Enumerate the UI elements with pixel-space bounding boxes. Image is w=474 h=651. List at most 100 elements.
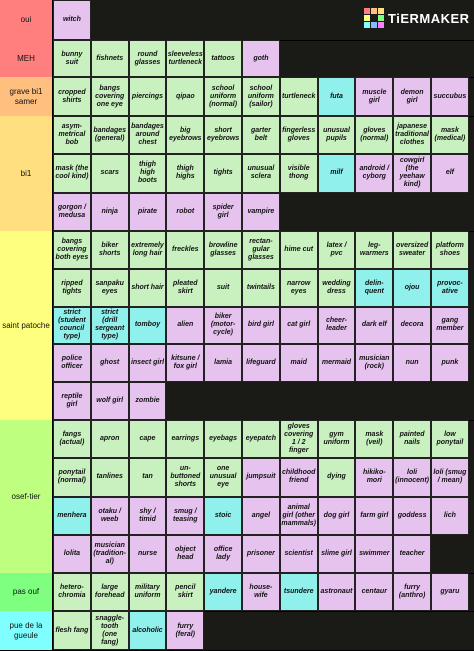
tier-label[interactable]: grave bi1 samer: [0, 77, 53, 116]
tier-item[interactable]: shy / timid: [128, 496, 167, 535]
tier-item[interactable]: hetero-chromia: [53, 573, 91, 611]
tier-item[interactable]: bangs covering both eyes: [53, 231, 91, 269]
tier-item[interactable]: twintails: [242, 268, 280, 307]
tier-item[interactable]: pencil skirt: [166, 573, 205, 611]
tier-item[interactable]: gang member: [431, 306, 469, 345]
tier-item[interactable]: nun: [393, 344, 431, 383]
tier-item[interactable]: prisoner: [242, 534, 280, 573]
tier-item[interactable]: succubus: [431, 77, 469, 116]
tier-item[interactable]: vampire: [242, 192, 280, 231]
tier-label[interactable]: pas ouf: [0, 573, 53, 611]
tier-item[interactable]: thigh highs: [166, 154, 205, 193]
tier-item[interactable]: musician (rock): [355, 344, 394, 383]
tier-item[interactable]: reptile girl: [53, 382, 91, 420]
tier-item[interactable]: astronaut: [317, 573, 356, 611]
tier-item[interactable]: snaggle-tooth (one fang): [90, 611, 129, 650]
tier-item[interactable]: garter belt: [242, 116, 280, 155]
tier-item[interactable]: rectan-gular glasses: [242, 231, 280, 269]
tier-item[interactable]: ponytail (normal): [53, 458, 91, 497]
tier-label[interactable]: bi1: [0, 116, 53, 231]
tier-item[interactable]: furry (feral): [166, 611, 205, 650]
tier-item[interactable]: childhood friend: [279, 458, 318, 497]
tier-label[interactable]: MEH: [0, 40, 53, 77]
tier-item[interactable]: apron: [90, 420, 129, 459]
tier-item[interactable]: demon girl: [393, 77, 431, 116]
tier-label[interactable]: saint patoche: [0, 231, 53, 420]
tier-item[interactable]: asym-metrical bob: [53, 116, 91, 155]
tier-item[interactable]: biker shorts: [90, 231, 129, 269]
tier-item[interactable]: tsundere: [279, 573, 318, 611]
tier-item[interactable]: military uniform: [128, 573, 167, 611]
tier-item[interactable]: bunny suit: [53, 40, 91, 77]
tier-item[interactable]: robot: [166, 192, 205, 231]
tier-item[interactable]: oversized sweater: [393, 231, 431, 269]
tier-item[interactable]: wedding dress: [317, 268, 356, 307]
tier-label[interactable]: osef-tier: [0, 420, 53, 573]
tier-item[interactable]: gyaru: [431, 573, 469, 611]
tier-item[interactable]: swimmer: [355, 534, 394, 573]
tier-item[interactable]: scars: [90, 154, 129, 193]
tier-item[interactable]: musician (tradition-al): [90, 534, 129, 573]
tier-item[interactable]: tan: [128, 458, 167, 497]
tier-item[interactable]: dying: [317, 458, 356, 497]
tier-item[interactable]: scientist: [279, 534, 318, 573]
tier-item[interactable]: gym uniform: [317, 420, 356, 459]
tier-item[interactable]: futa: [317, 77, 356, 116]
tier-item[interactable]: goddess: [393, 496, 431, 535]
tier-item[interactable]: sanpaku eyes: [90, 268, 129, 307]
tier-label[interactable]: oui: [0, 0, 53, 40]
tier-item[interactable]: alcoholic: [128, 611, 167, 650]
tier-item[interactable]: ninja: [90, 192, 129, 231]
tier-item[interactable]: cropped shirts: [53, 77, 91, 116]
tier-item[interactable]: elf: [431, 154, 469, 193]
tier-item[interactable]: un-buttoned shorts: [166, 458, 205, 497]
tier-item[interactable]: dog girl: [317, 496, 356, 535]
tier-item[interactable]: teacher: [393, 534, 431, 573]
tier-item[interactable]: cape: [128, 420, 167, 459]
tier-item[interactable]: gloves covering 1 / 2 finger: [279, 420, 318, 459]
tier-item[interactable]: lamia: [204, 344, 242, 383]
tier-item[interactable]: short eyebrows: [204, 116, 242, 155]
tier-item[interactable]: round glasses: [128, 40, 167, 77]
tier-item[interactable]: tomboy: [128, 306, 167, 345]
tier-item[interactable]: cheer-leader: [317, 306, 356, 345]
tier-item[interactable]: browline glasses: [204, 231, 242, 269]
tier-item[interactable]: freckles: [166, 231, 205, 269]
tier-item[interactable]: big eyebrows: [166, 116, 205, 155]
tier-item[interactable]: short hair: [128, 268, 167, 307]
tier-item[interactable]: jumpsuit: [242, 458, 280, 497]
tier-item[interactable]: japanese traditional clothes: [393, 116, 431, 155]
tier-item[interactable]: tanlines: [90, 458, 129, 497]
tier-item[interactable]: otaku / weeb: [90, 496, 129, 535]
tier-item[interactable]: decora: [393, 306, 431, 345]
tier-item[interactable]: platform shoes: [431, 231, 469, 269]
tier-item[interactable]: animal girl (other mammals): [279, 496, 318, 535]
tier-item[interactable]: stoic: [204, 496, 242, 535]
tier-item[interactable]: police officer: [53, 344, 91, 383]
tier-item[interactable]: angel: [242, 496, 280, 535]
tier-item[interactable]: low ponytail: [431, 420, 469, 459]
tier-item[interactable]: android / cyborg: [355, 154, 394, 193]
tier-item[interactable]: hikiko-mori: [355, 458, 394, 497]
tier-item[interactable]: delin-quent: [355, 268, 394, 307]
tier-item[interactable]: lolita: [53, 534, 91, 573]
tier-item[interactable]: leg-warmers: [355, 231, 394, 269]
tier-item[interactable]: smug / teasing: [166, 496, 205, 535]
tier-item[interactable]: eyebags: [204, 420, 242, 459]
tier-item[interactable]: ojou: [393, 268, 431, 307]
tier-item[interactable]: school uniform (normal): [204, 77, 242, 116]
tier-item[interactable]: fishnets: [90, 40, 129, 77]
tier-item[interactable]: tights: [204, 154, 242, 193]
tier-item[interactable]: suit: [204, 268, 242, 307]
tier-item[interactable]: mermaid: [317, 344, 356, 383]
tier-item[interactable]: school uniform (sailor): [242, 77, 280, 116]
tier-item[interactable]: kitsune / fox girl: [166, 344, 205, 383]
tier-item[interactable]: house-wife: [242, 573, 280, 611]
tier-item[interactable]: unusual sclera: [242, 154, 280, 193]
tier-item[interactable]: dark elf: [355, 306, 394, 345]
tier-item[interactable]: eyepatch: [242, 420, 280, 459]
tier-item[interactable]: goth: [242, 40, 280, 77]
tier-item[interactable]: loli (smug / mean): [431, 458, 469, 497]
tier-item[interactable]: pirate: [128, 192, 167, 231]
tier-item[interactable]: strict (student council type): [53, 306, 91, 345]
